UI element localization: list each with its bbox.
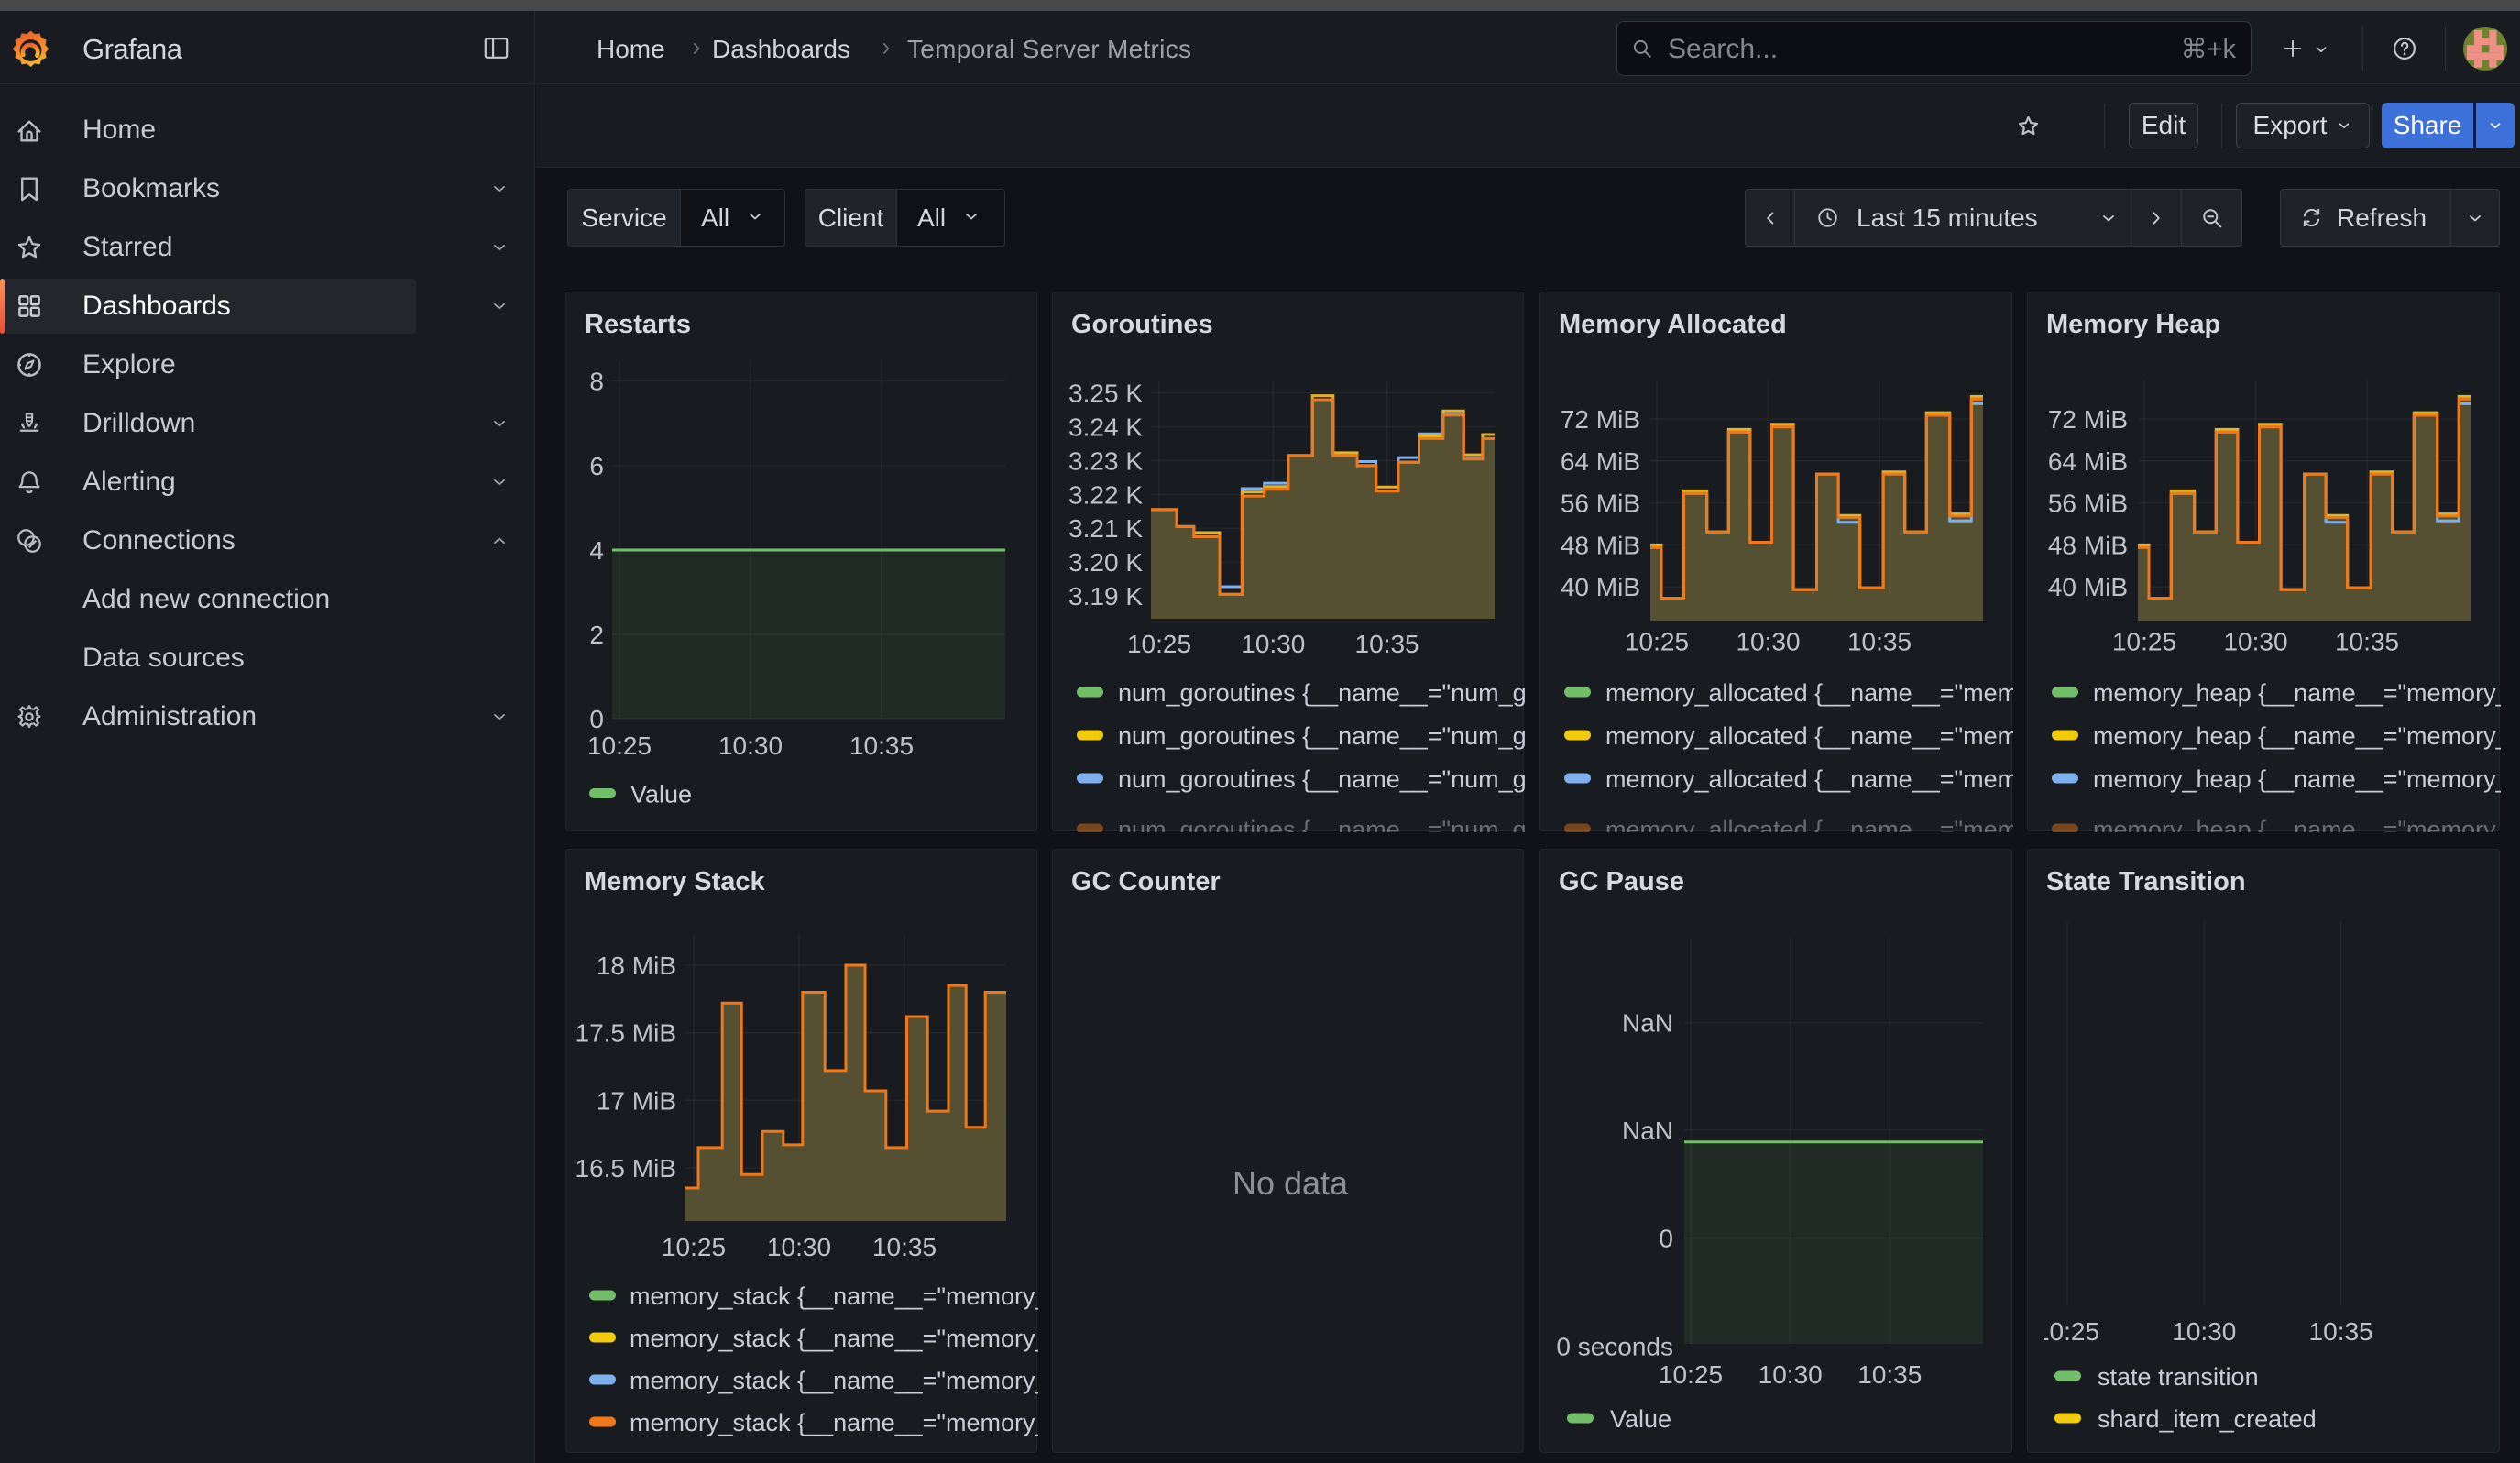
svg-text:10:35: 10:35	[1355, 630, 1419, 658]
svg-text:memory_heap {__name__="memory_: memory_heap {__name__="memory_heap", ote…	[2093, 722, 2501, 750]
svg-text:memory_heap {__name__="memory_: memory_heap {__name__="memory_heap", ote…	[2093, 765, 2501, 793]
svg-text:10:35: 10:35	[1857, 1360, 1922, 1389]
svg-text:shard_item_created: shard_item_created	[2098, 1405, 2317, 1433]
svg-text:GC Pause: GC Pause	[1559, 867, 1684, 896]
svg-text:64 MiB: 64 MiB	[1561, 447, 1640, 476]
svg-text:10:25: 10:25	[1659, 1360, 1723, 1389]
svg-text:10:30: 10:30	[2223, 628, 2287, 656]
svg-text:memory_stack {__name__="memory: memory_stack {__name__="memory_stack", o…	[630, 1282, 1038, 1310]
svg-text:3.24 K: 3.24 K	[1068, 413, 1143, 442]
svg-text:memory_allocated {__name__="me: memory_allocated {__name__="memory_alloc…	[1605, 722, 2013, 750]
svg-text:64 MiB: 64 MiB	[2048, 447, 2128, 476]
svg-text:Value: Value	[1610, 1405, 1671, 1433]
svg-text:56 MiB: 56 MiB	[1561, 490, 1640, 518]
svg-text:Restarts: Restarts	[585, 310, 691, 339]
svg-text:0: 0	[1659, 1225, 1673, 1253]
svg-text:48 MiB: 48 MiB	[1561, 531, 1640, 559]
svg-text:10:25: 10:25	[1127, 630, 1191, 658]
svg-text:10:25: 10:25	[662, 1233, 726, 1261]
svg-text:3.22 K: 3.22 K	[1068, 480, 1143, 509]
svg-text:10:30: 10:30	[718, 732, 783, 760]
svg-text:state transition: state transition	[2098, 1363, 2259, 1391]
svg-text:memory_stack {__name__="memory: memory_stack {__name__="memory_stack", o…	[630, 1367, 1038, 1394]
svg-text:No data: No data	[1233, 1164, 1349, 1202]
svg-text:16.5 MiB: 16.5 MiB	[575, 1154, 677, 1182]
svg-text:Value: Value	[630, 781, 692, 808]
svg-text:3.20 K: 3.20 K	[1068, 548, 1143, 577]
svg-text:6: 6	[589, 452, 604, 480]
svg-text:NaN: NaN	[1622, 1009, 1673, 1038]
svg-text:num_goroutines {__name__="num_: num_goroutines {__name__="num_goroutines…	[1118, 679, 1525, 707]
svg-text:num_goroutines {__name__="num_: num_goroutines {__name__="num_goroutines…	[1118, 765, 1525, 793]
svg-text:3.19 K: 3.19 K	[1068, 582, 1143, 610]
svg-text:0: 0	[589, 705, 604, 733]
svg-text:56 MiB: 56 MiB	[2048, 490, 2128, 518]
svg-text:3.23 K: 3.23 K	[1068, 446, 1143, 475]
svg-text:10:35: 10:35	[2309, 1317, 2373, 1346]
svg-text:GC Counter: GC Counter	[1071, 867, 1221, 896]
svg-text:72 MiB: 72 MiB	[1561, 405, 1640, 434]
svg-text:2: 2	[589, 621, 604, 649]
svg-text:48 MiB: 48 MiB	[2048, 531, 2128, 559]
svg-text:10:25: 10:25	[587, 732, 652, 760]
svg-text:10:35: 10:35	[872, 1233, 937, 1261]
svg-text:10:25: 10:25	[2112, 628, 2176, 656]
svg-text:10:30: 10:30	[1736, 628, 1800, 656]
svg-text:memory_stack {__name__="memory: memory_stack {__name__="memory_stack", o…	[630, 1409, 1038, 1436]
svg-text:0 seconds: 0 seconds	[1556, 1333, 1673, 1361]
svg-text:memory_allocated {__name__="me: memory_allocated {__name__="memory_alloc…	[1605, 765, 2013, 793]
svg-text:State Transition: State Transition	[2046, 867, 2246, 896]
svg-text:10:30: 10:30	[2172, 1317, 2236, 1346]
svg-text:Memory Allocated: Memory Allocated	[1559, 310, 1787, 339]
svg-text:num_goroutines {__name__="num_: num_goroutines {__name__="num_goroutines…	[1118, 816, 1525, 832]
svg-text:10:35: 10:35	[849, 732, 914, 760]
svg-text:memory_allocated {__name__="me: memory_allocated {__name__="memory_alloc…	[1605, 679, 2013, 707]
svg-text:40 MiB: 40 MiB	[2048, 573, 2128, 601]
svg-text:8: 8	[589, 368, 604, 396]
svg-text:3.25 K: 3.25 K	[1068, 380, 1143, 408]
svg-text:memory_heap {__name__="memory_: memory_heap {__name__="memory_heap", ote…	[2093, 679, 2501, 707]
svg-text:10:35: 10:35	[1847, 628, 1912, 656]
svg-text:Memory Stack: Memory Stack	[585, 867, 766, 896]
svg-text:10:30: 10:30	[1759, 1360, 1823, 1389]
svg-text:NaN: NaN	[1622, 1116, 1673, 1145]
svg-text:Goroutines: Goroutines	[1071, 310, 1213, 339]
svg-text:17 MiB: 17 MiB	[597, 1086, 676, 1115]
svg-text:10:30: 10:30	[767, 1233, 831, 1261]
svg-text:4: 4	[589, 536, 604, 565]
svg-text:num_goroutines {__name__="num_: num_goroutines {__name__="num_goroutines…	[1118, 722, 1525, 750]
svg-text:memory_allocated {__name__="me: memory_allocated {__name__="memory_alloc…	[1605, 816, 2013, 832]
svg-text:memory_stack {__name__="memory: memory_stack {__name__="memory_stack", o…	[630, 1325, 1038, 1352]
svg-text:17.5 MiB: 17.5 MiB	[575, 1019, 677, 1048]
svg-text:72 MiB: 72 MiB	[2048, 405, 2128, 434]
svg-text:10:25: 10:25	[1625, 628, 1689, 656]
svg-text:3.21 K: 3.21 K	[1068, 514, 1143, 543]
svg-text:10:30: 10:30	[1241, 630, 1305, 658]
svg-text:memory_heap {__name__="memory_: memory_heap {__name__="memory_heap", ote…	[2093, 816, 2501, 832]
svg-text:10:35: 10:35	[2335, 628, 2399, 656]
svg-text:40 MiB: 40 MiB	[1561, 573, 1640, 601]
svg-text:10:25: 10:25	[2035, 1317, 2099, 1346]
svg-text:18 MiB: 18 MiB	[597, 952, 676, 980]
svg-text:Memory Heap: Memory Heap	[2046, 310, 2220, 339]
